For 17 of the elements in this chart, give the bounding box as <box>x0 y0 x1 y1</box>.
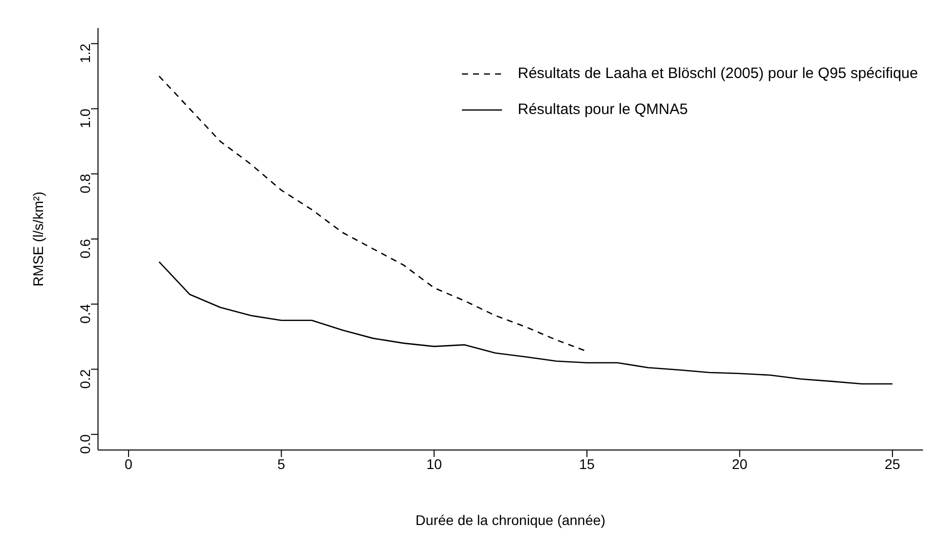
y-tick-label: 1.0 <box>76 108 93 128</box>
x-tick-label: 20 <box>732 456 748 472</box>
x-axis-title: Durée de la chronique (année) <box>416 512 606 528</box>
y-tick-label: 0.0 <box>76 434 93 454</box>
x-tick-label: 25 <box>884 456 900 472</box>
x-tick-label: 10 <box>426 456 442 472</box>
legend-label: Résultats de Laaha et Blöschl (2005) pour le Q95 spécifique <box>518 64 918 84</box>
x-tick-label: 0 <box>124 456 133 472</box>
y-tick-label: 0.8 <box>76 174 93 194</box>
y-tick-label: 0.6 <box>76 238 93 258</box>
x-tick-label: 5 <box>277 456 286 472</box>
y-tick-label: 0.4 <box>76 304 93 324</box>
legend-label: Résultats pour le QMNA5 <box>518 100 688 120</box>
y-tick-label: 1.2 <box>76 43 93 64</box>
y-axis-title: RMSE (l/s/km²) <box>30 192 46 286</box>
y-tick-label: 0.2 <box>76 369 93 389</box>
x-tick-label: 15 <box>579 456 595 472</box>
